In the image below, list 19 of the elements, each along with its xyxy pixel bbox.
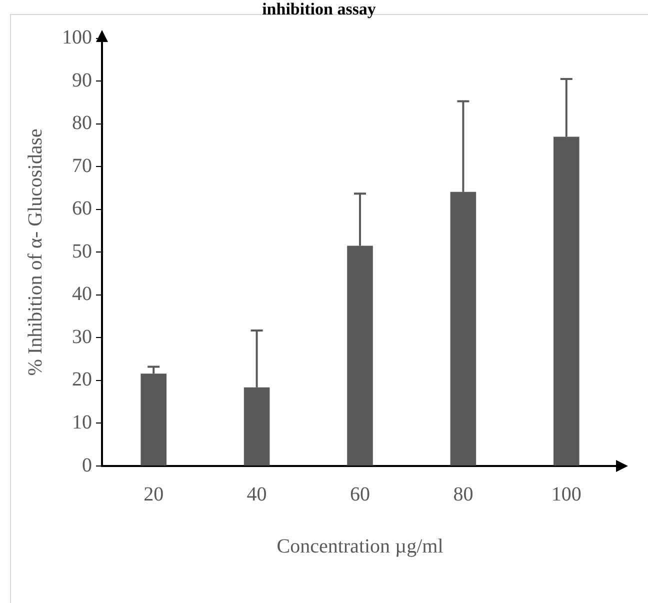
x-axis-title: Concentration µg/ml bbox=[276, 535, 444, 558]
chart-title: inhibition assay bbox=[262, 0, 376, 19]
y-tick-label: 60 bbox=[72, 198, 92, 220]
y-axis-title: % Inhibition of α- Glucosidase bbox=[24, 128, 46, 376]
x-tick-label: 100 bbox=[551, 483, 582, 506]
y-tick-label: 50 bbox=[72, 240, 92, 262]
x-tick-label: 40 bbox=[246, 483, 267, 506]
y-tick-label: 10 bbox=[72, 411, 92, 434]
y-tick-label: 90 bbox=[72, 69, 92, 92]
y-tick-label: 0 bbox=[82, 454, 92, 476]
x-tick-label: 20 bbox=[144, 483, 164, 506]
x-tick-label: 60 bbox=[350, 483, 370, 506]
x-tick-label: 80 bbox=[453, 483, 474, 506]
y-tick-label: 70 bbox=[72, 154, 92, 177]
y-tick-label: 30 bbox=[72, 326, 92, 348]
y-tick-label: 80 bbox=[72, 112, 92, 134]
y-tick-label: 40 bbox=[72, 283, 92, 306]
y-tick-label: 20 bbox=[72, 368, 92, 391]
y-tick-label: 100 bbox=[62, 26, 92, 49]
